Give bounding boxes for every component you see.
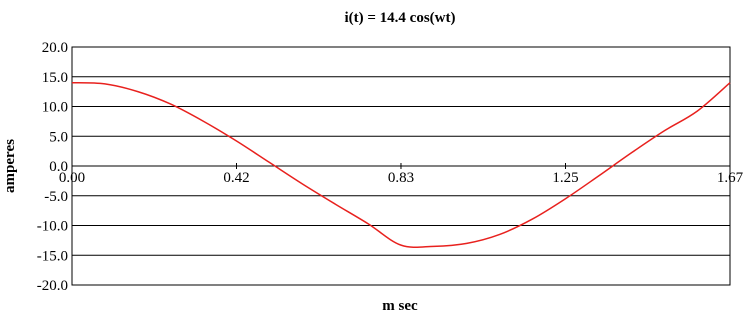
x-tick-label: 1.25 <box>552 170 578 186</box>
y-tick-label: 0.0 <box>49 159 68 175</box>
x-tick-labels: 0.00 0.42 0.83 1.25 1.67 <box>59 170 744 186</box>
y-tick-label: -5.0 <box>44 189 68 205</box>
x-tick-label: 0.00 <box>59 170 85 186</box>
y-tick-label: 10.0 <box>42 100 68 116</box>
x-tick-label: 0.83 <box>388 170 414 186</box>
plot-frame <box>71 46 731 286</box>
x-tick-label: 1.67 <box>717 170 744 186</box>
y-tick-label: -10.0 <box>37 219 68 235</box>
y-tick-label: -15.0 <box>37 248 68 264</box>
series-line <box>71 81 731 249</box>
series-group <box>71 81 731 249</box>
x-tick-label: 0.42 <box>223 170 249 186</box>
chart-title: i(t) = 14.4 cos(wt) <box>344 10 455 26</box>
x-axis-label: m sec <box>382 298 418 314</box>
y-tick-labels: 20.0 15.0 10.0 5.0 0.0 -5.0 -10.0 -15.0 -20.0 <box>37 40 68 294</box>
y-axis-label: amperes <box>2 139 18 193</box>
y-tick-label: 15.0 <box>42 70 68 86</box>
y-tick-label: -20.0 <box>37 278 68 294</box>
y-tick-label: 5.0 <box>49 129 68 145</box>
y-tick-label: 20.0 <box>42 40 68 56</box>
